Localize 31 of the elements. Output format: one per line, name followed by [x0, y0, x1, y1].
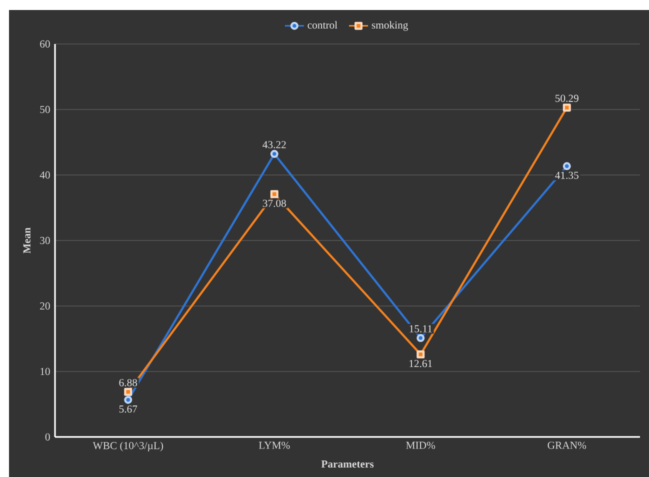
point	[416, 350, 425, 358]
point	[124, 396, 132, 404]
point	[124, 388, 132, 396]
data-label: 41.35	[555, 172, 578, 179]
legend-label: smoking	[372, 21, 408, 31]
point	[416, 334, 425, 342]
y-tick-label: 40	[40, 171, 50, 179]
data-label: 37.08	[262, 200, 286, 207]
data-label: 6.88	[119, 379, 138, 386]
x-axis-title: Parameters	[321, 460, 374, 468]
point	[562, 162, 571, 170]
data-label: 50.29	[556, 94, 578, 102]
point	[270, 190, 278, 198]
data-label: 43.22	[262, 141, 286, 148]
y-tick-label: 60	[40, 40, 50, 48]
x-tick-label: MID%	[406, 442, 436, 449]
y-tick-label: 20	[40, 302, 50, 310]
data-label: 15.11	[410, 325, 432, 332]
legend-label: control	[308, 21, 338, 29]
y-tick-label: 10	[40, 368, 50, 376]
y-tick-label: 0	[45, 433, 50, 441]
y-tick-label: 30	[40, 236, 50, 244]
y-tick-label: 50	[40, 106, 50, 114]
x-tick-label: WBC (10^3/µL)	[92, 442, 163, 452]
x-tick-label: GRAN%	[548, 442, 586, 449]
data-label: 5.67	[119, 405, 138, 413]
point	[562, 104, 571, 112]
x-tick-label: LYM%	[258, 442, 290, 449]
point	[270, 150, 278, 158]
y-axis-title: Mean	[23, 228, 30, 254]
data-label: 12.61	[410, 360, 432, 368]
